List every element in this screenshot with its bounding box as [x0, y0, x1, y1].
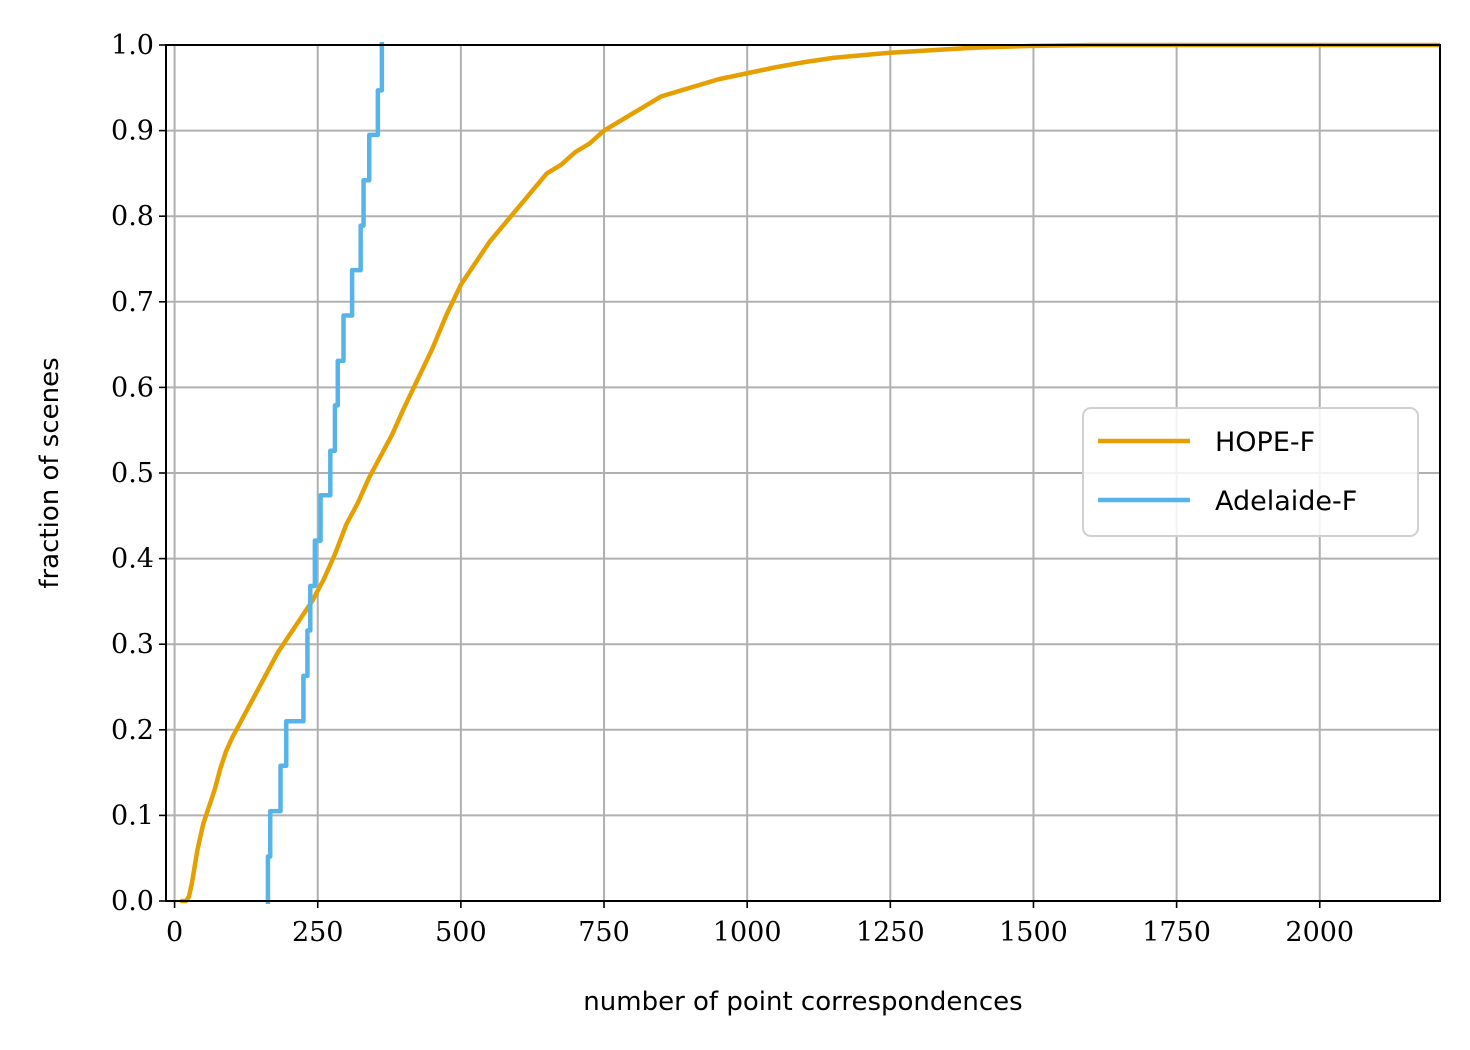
series-line-hope-f — [180, 42, 1440, 904]
legend-label-adelaide-f: Adelaide-F — [1215, 486, 1357, 517]
y-tick-label: 0.8 — [111, 201, 154, 232]
x-tick-label: 2000 — [1285, 917, 1354, 948]
x-tick-label: 0 — [166, 917, 183, 948]
y-tick-label: 0.3 — [111, 629, 154, 660]
y-tick-label: 0.5 — [111, 458, 154, 489]
y-tick-label: 1.0 — [111, 30, 154, 61]
y-tick-label: 0.9 — [111, 116, 154, 147]
y-tick-label: 0.1 — [111, 800, 154, 831]
series-lines — [180, 42, 1440, 904]
legend-label-hope-f: HOPE-F — [1215, 427, 1315, 458]
y-tick-label: 0.7 — [111, 287, 154, 318]
y-tick-label: 0.0 — [111, 886, 154, 917]
x-tick-label: 250 — [292, 917, 344, 948]
x-tick-label: 1000 — [713, 917, 782, 948]
x-axis-label: number of point correspondences — [583, 987, 1022, 1017]
y-tick-label: 0.4 — [111, 544, 154, 575]
x-tick-label: 1750 — [1142, 917, 1211, 948]
x-tick-label: 750 — [578, 917, 630, 948]
series-line-adelaide-f — [265, 42, 385, 904]
y-axis-label: fraction of scenes — [35, 357, 65, 588]
y-tick-label: 0.2 — [111, 715, 154, 746]
axis-ticks: 0 250 500 750 1000 1250 1500 1750 2000 0.0 0.1 0.2 0… — [111, 30, 1354, 948]
x-tick-label: 500 — [435, 917, 487, 948]
x-tick-label: 1250 — [856, 917, 925, 948]
y-tick-label: 0.6 — [111, 372, 154, 403]
x-tick-label: 1500 — [999, 917, 1068, 948]
legend: HOPE-F Adelaide-F — [1082, 407, 1419, 537]
